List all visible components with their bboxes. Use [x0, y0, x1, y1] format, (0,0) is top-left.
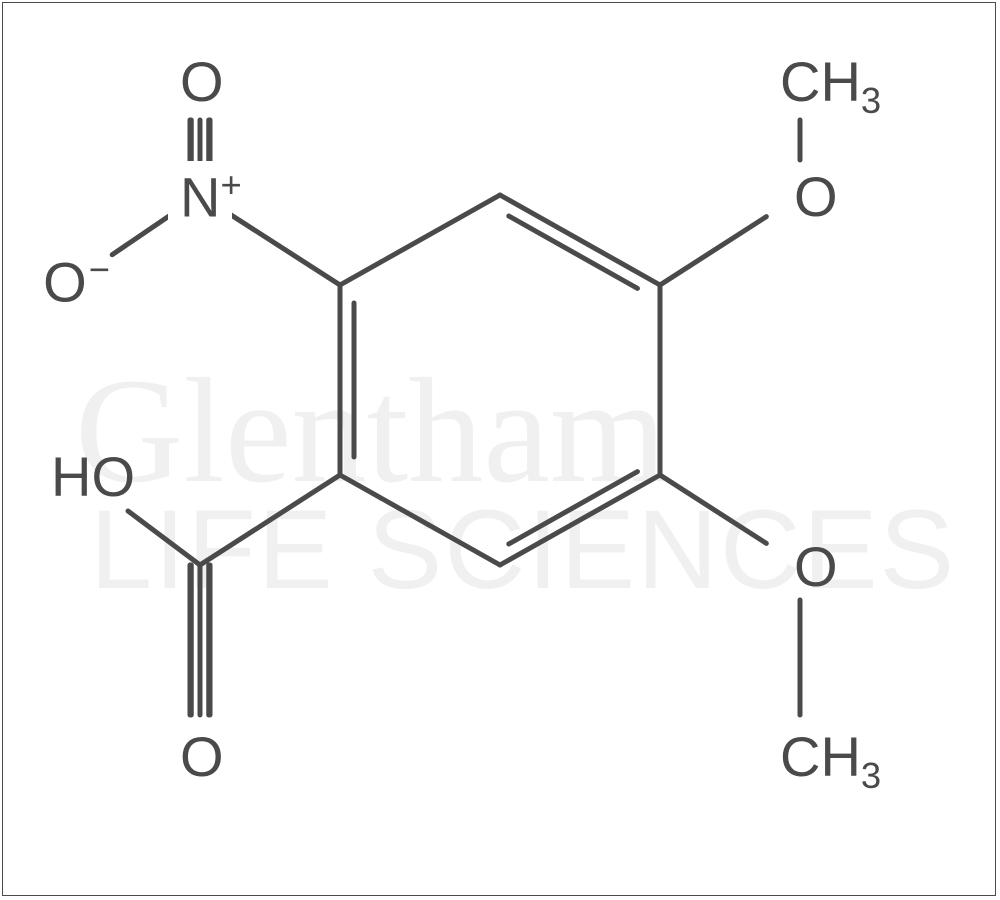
atom-label: CH3 [780, 724, 881, 797]
atom-label: O [180, 724, 224, 789]
atom-label: N+ [180, 164, 242, 230]
atom-label: O [794, 164, 838, 229]
molecule-canvas: Glentham LIFE SCIENCES N+OO−OCH3OCH3OHO [0, 0, 1000, 900]
atom-label: HO [51, 444, 135, 509]
atom-label: O [794, 534, 838, 599]
atom-label: O [180, 49, 224, 114]
atom-label: CH3 [780, 49, 881, 122]
atom-label: O− [43, 249, 110, 315]
